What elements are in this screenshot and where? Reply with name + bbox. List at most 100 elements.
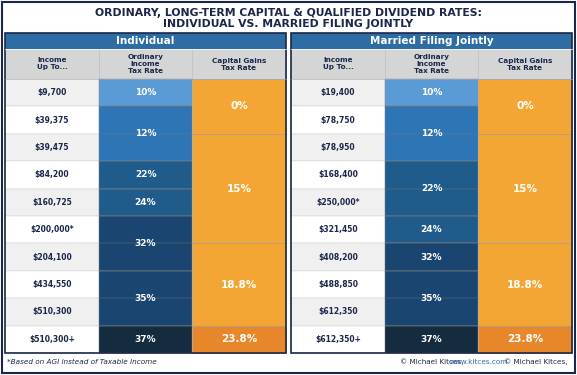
Text: 10%: 10%	[135, 88, 156, 97]
Bar	[291, 271, 385, 298]
Text: $612,350: $612,350	[319, 308, 358, 316]
Bar	[5, 49, 99, 79]
Bar	[291, 243, 385, 271]
Bar	[5, 79, 99, 106]
Text: Ordinary
Income
Tax Rate: Ordinary Income Tax Rate	[414, 54, 449, 74]
Text: 18.8%: 18.8%	[221, 279, 257, 290]
Bar	[192, 134, 286, 243]
Text: $488,850: $488,850	[318, 280, 358, 289]
Bar	[192, 243, 286, 326]
Text: $250,000*: $250,000*	[316, 198, 360, 207]
Bar	[5, 161, 99, 189]
Text: 35%: 35%	[421, 294, 442, 303]
Bar	[291, 49, 385, 79]
Text: 24%: 24%	[134, 198, 156, 207]
Bar	[192, 79, 286, 134]
Text: 12%: 12%	[421, 129, 442, 138]
Bar	[478, 134, 572, 243]
Bar	[99, 79, 192, 106]
Text: 37%: 37%	[421, 335, 443, 344]
Text: Capital Gains
Tax Rate: Capital Gains Tax Rate	[212, 57, 266, 70]
Text: $168,400: $168,400	[318, 170, 358, 179]
Text: $204,100: $204,100	[32, 253, 72, 262]
Bar	[291, 161, 385, 189]
Bar	[5, 33, 286, 353]
Bar	[478, 243, 572, 326]
Text: 32%: 32%	[135, 239, 156, 248]
Bar	[478, 326, 572, 353]
Text: Income
Up To...: Income Up To...	[37, 57, 68, 70]
Bar	[385, 326, 478, 353]
Bar	[291, 79, 385, 106]
Bar	[385, 49, 478, 79]
Text: www.kitces.com: www.kitces.com	[450, 359, 508, 365]
Bar	[5, 216, 99, 243]
Text: 23.8%: 23.8%	[221, 334, 257, 344]
Text: 23.8%: 23.8%	[507, 334, 543, 344]
Bar	[5, 326, 99, 353]
Bar	[478, 49, 572, 79]
Text: $200,000*: $200,000*	[30, 225, 74, 234]
Bar	[385, 216, 478, 243]
Bar	[291, 134, 385, 161]
Text: $9,700: $9,700	[38, 88, 67, 97]
Bar	[385, 161, 478, 216]
Text: ORDINARY, LONG-TERM CAPITAL & QUALIFIED DIVIDEND RATES:: ORDINARY, LONG-TERM CAPITAL & QUALIFIED …	[95, 8, 482, 18]
Text: 32%: 32%	[421, 253, 442, 262]
Bar	[291, 189, 385, 216]
Bar	[5, 189, 99, 216]
Text: 18.8%: 18.8%	[507, 279, 543, 290]
Text: $39,375: $39,375	[35, 116, 69, 124]
Bar	[291, 216, 385, 243]
Bar	[192, 326, 286, 353]
Bar	[5, 134, 99, 161]
Text: $78,950: $78,950	[321, 143, 355, 152]
Text: 37%: 37%	[134, 335, 156, 344]
Text: © Michael Kitces,: © Michael Kitces,	[400, 358, 466, 365]
Bar	[99, 189, 192, 216]
Bar	[291, 33, 572, 353]
Bar	[5, 106, 99, 134]
Text: Income
Up To...: Income Up To...	[323, 57, 354, 70]
Text: Capital Gains
Tax Rate: Capital Gains Tax Rate	[498, 57, 552, 70]
Bar	[385, 243, 478, 271]
Bar	[99, 216, 192, 271]
Bar	[385, 106, 478, 161]
Bar	[99, 326, 192, 353]
Bar	[478, 79, 572, 134]
Bar	[385, 79, 478, 106]
Text: $78,750: $78,750	[321, 116, 355, 124]
Text: $408,200: $408,200	[318, 253, 358, 262]
Bar	[5, 298, 99, 326]
Bar	[99, 161, 192, 189]
Text: $510,300+: $510,300+	[29, 335, 75, 344]
Text: 35%: 35%	[135, 294, 156, 303]
Bar	[5, 271, 99, 298]
Text: $19,400: $19,400	[321, 88, 355, 97]
Text: $612,350+: $612,350+	[315, 335, 361, 344]
Text: 15%: 15%	[512, 184, 537, 194]
Text: 0%: 0%	[230, 101, 248, 111]
Text: Ordinary
Income
Tax Rate: Ordinary Income Tax Rate	[128, 54, 163, 74]
Text: $39,475: $39,475	[35, 143, 69, 152]
Text: *Based on AGI instead of Taxable Income: *Based on AGI instead of Taxable Income	[7, 359, 157, 365]
Bar	[291, 298, 385, 326]
Text: 22%: 22%	[421, 184, 442, 193]
Text: $434,550: $434,550	[32, 280, 72, 289]
Text: 24%: 24%	[421, 225, 443, 234]
Bar	[99, 49, 192, 79]
Text: $510,300: $510,300	[32, 308, 72, 316]
Bar	[5, 33, 286, 49]
Text: $321,450: $321,450	[319, 225, 358, 234]
Bar	[192, 49, 286, 79]
Bar	[5, 243, 99, 271]
Bar	[291, 326, 385, 353]
Text: 22%: 22%	[135, 170, 156, 179]
Text: 15%: 15%	[226, 184, 252, 194]
Bar	[291, 33, 572, 49]
Text: INDIVIDUAL VS. MARRIED FILING JOINTLY: INDIVIDUAL VS. MARRIED FILING JOINTLY	[163, 19, 414, 29]
Bar	[99, 106, 192, 161]
Text: $84,200: $84,200	[35, 170, 69, 179]
Text: 0%: 0%	[516, 101, 534, 111]
Text: Married Filing Jointly: Married Filing Jointly	[370, 36, 493, 46]
